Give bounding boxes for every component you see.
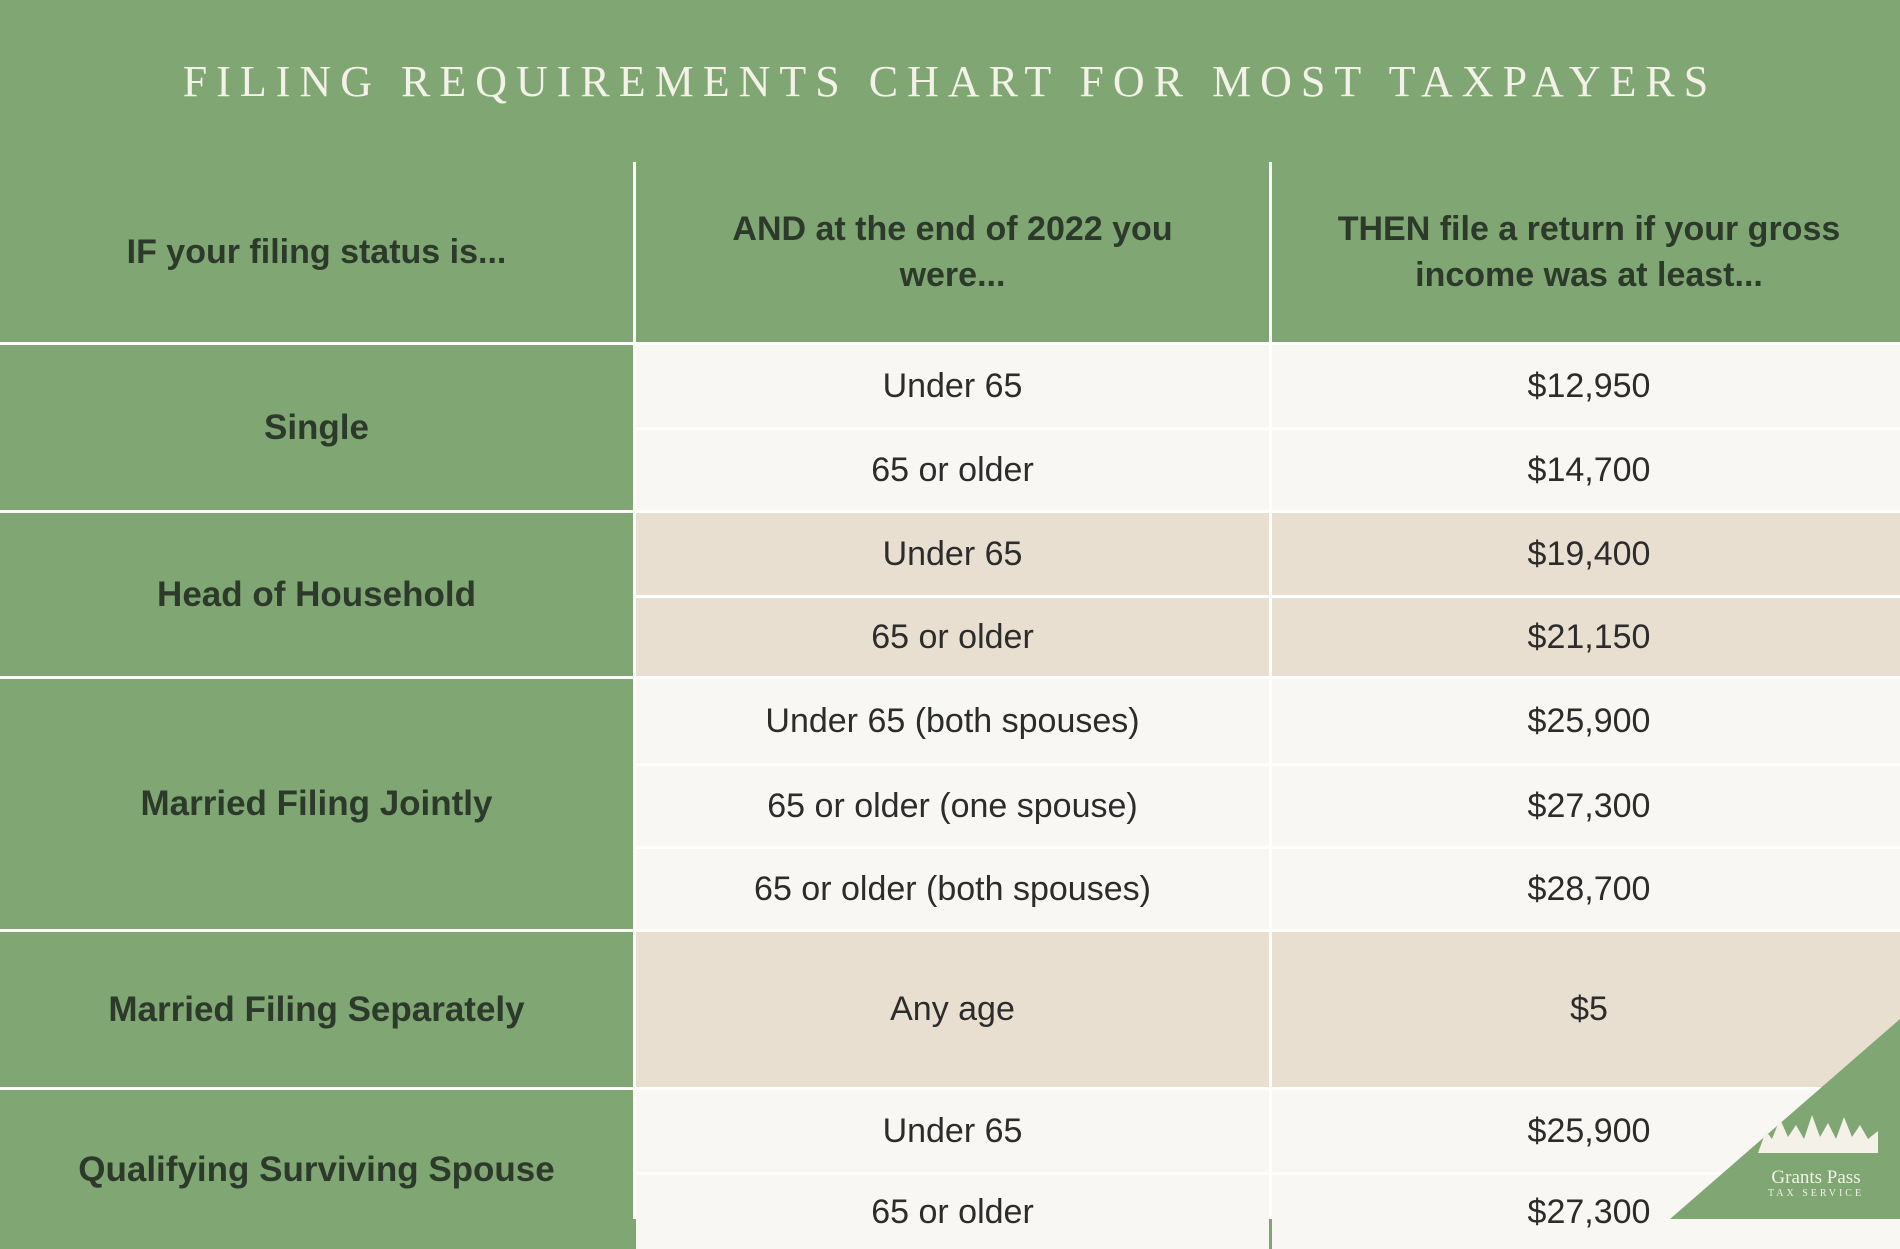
pine-trees-icon <box>1758 1115 1878 1153</box>
status-single: Single <box>0 345 633 510</box>
status-qualifying-surviving-spouse: Qualifying Surviving Spouse <box>0 1090 633 1249</box>
age-cell: 65 or older (both spouses) <box>636 849 1269 929</box>
status-married-filing-separately: Married Filing Separately <box>0 932 633 1087</box>
header-filing-status: IF your filing status is... <box>0 162 633 342</box>
income-cell: $27,300 <box>1272 766 1900 846</box>
income-cell: $21,150 <box>1272 598 1900 676</box>
status-head-of-household: Head of Household <box>0 513 633 676</box>
logo-name: Grants Pass <box>1771 1167 1861 1188</box>
age-cell: Under 65 <box>636 1090 1269 1172</box>
income-cell: $19,400 <box>1272 513 1900 595</box>
logo-subtitle: TAX SERVICE <box>1767 1188 1865 1199</box>
age-cell: Under 65 <box>636 513 1269 595</box>
page-title: FILING REQUIREMENTS CHART FOR MOST TAXPA… <box>182 56 1718 106</box>
age-cell: 65 or older (one spouse) <box>636 766 1269 846</box>
income-cell: $5 <box>1272 932 1900 1087</box>
status-married-filing-jointly: Married Filing Jointly <box>0 679 633 929</box>
age-cell: Under 65 (both spouses) <box>636 679 1269 763</box>
income-cell: $28,700 <box>1272 849 1900 929</box>
income-cell: $12,950 <box>1272 345 1900 427</box>
age-cell: 65 or older <box>636 1175 1269 1249</box>
header-gross-income: THEN file a return if your gross income … <box>1272 162 1900 342</box>
income-cell: $14,700 <box>1272 430 1900 510</box>
age-cell: 65 or older <box>636 430 1269 510</box>
page-header: FILING REQUIREMENTS CHART FOR MOST TAXPA… <box>0 0 1900 162</box>
header-age: AND at the end of 2022 you were... <box>636 162 1269 342</box>
age-cell: Any age <box>636 932 1269 1087</box>
age-cell: 65 or older <box>636 598 1269 676</box>
filing-requirements-table: IF your filing status is... AND at the e… <box>0 162 1900 1249</box>
logo: Grants Pass TAX SERVICE <box>1746 1167 1886 1200</box>
age-cell: Under 65 <box>636 345 1269 427</box>
income-cell: $25,900 <box>1272 679 1900 763</box>
